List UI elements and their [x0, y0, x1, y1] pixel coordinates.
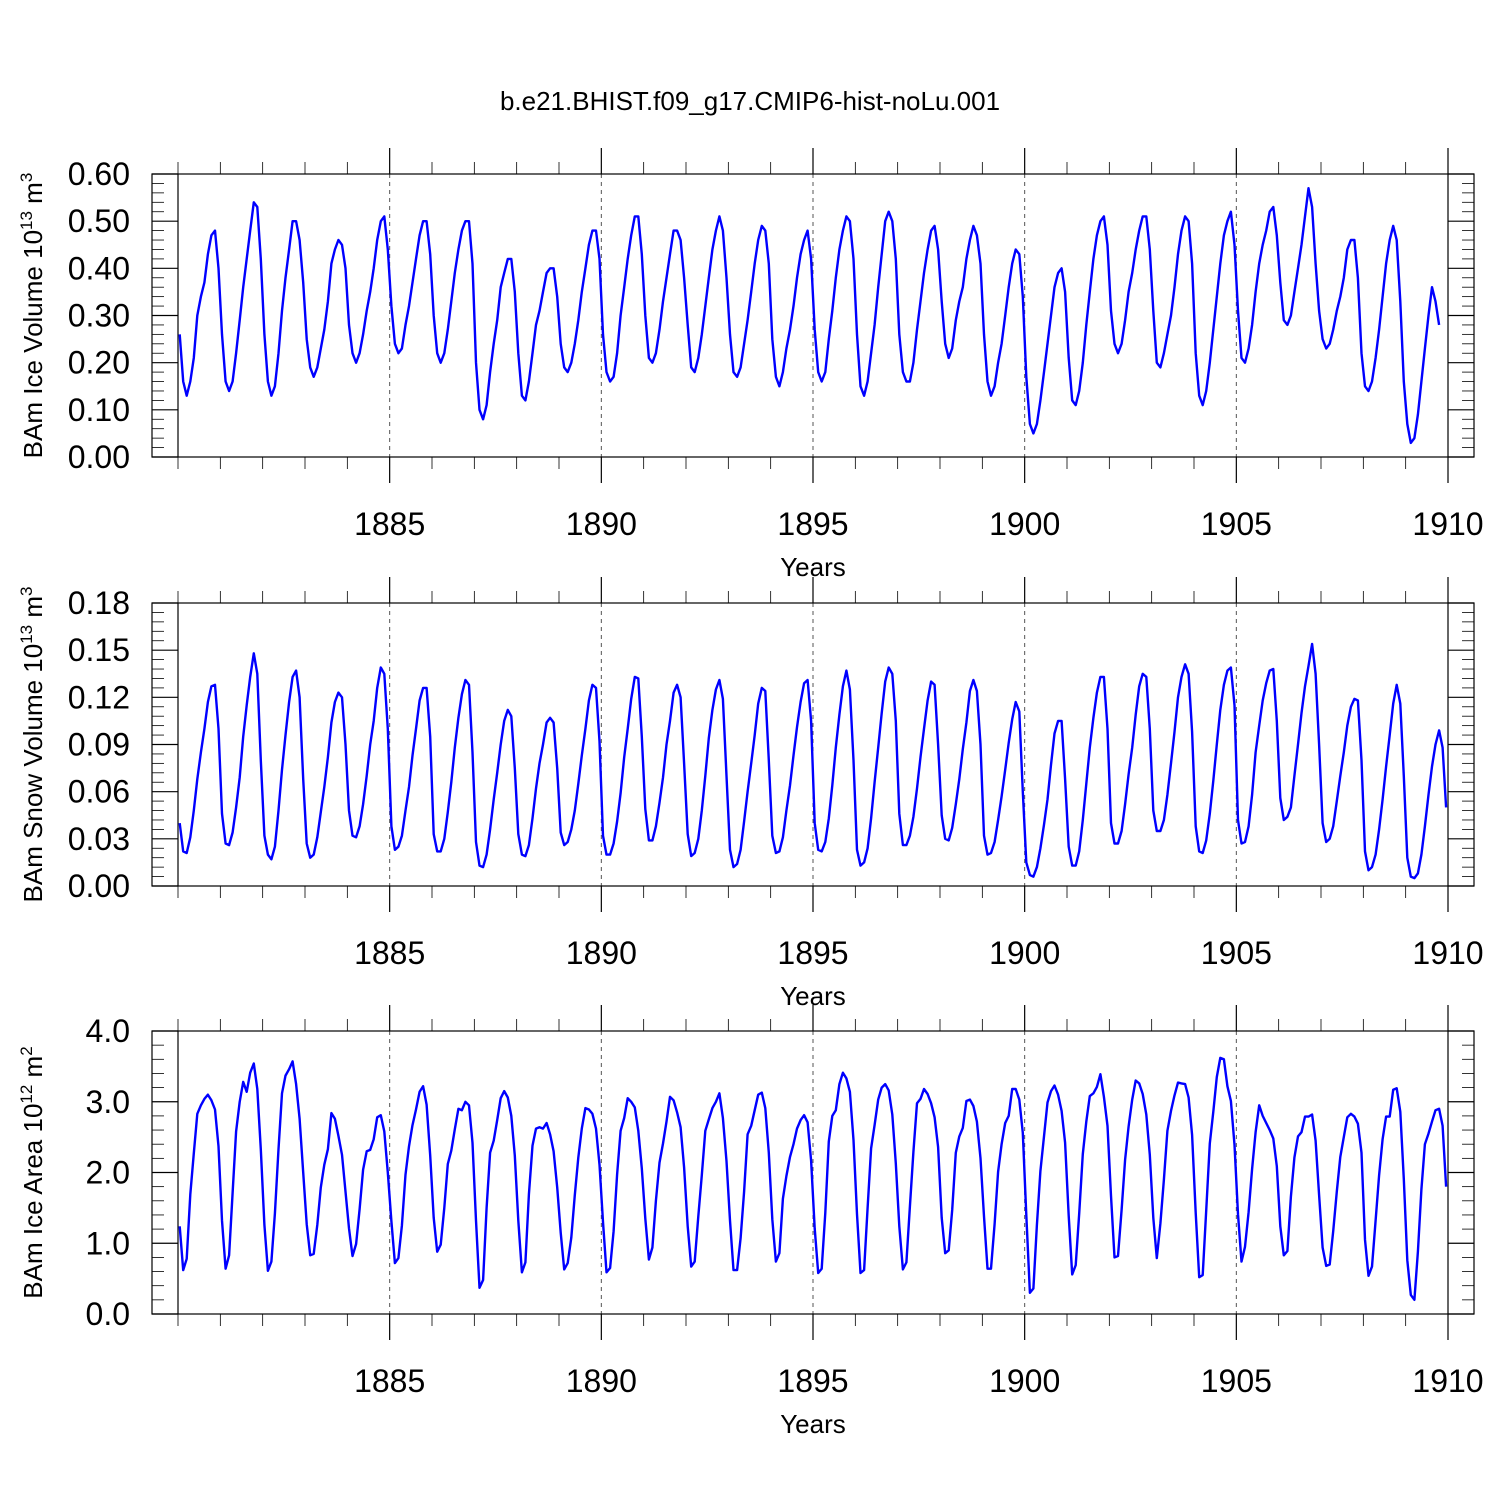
y-tick-label: 0.18 [68, 585, 130, 621]
panel-snow-volume: 0.00 0.03 0.06 0.09 0.12 0.15 0.18 1885 1890 1895… [17, 577, 1484, 1011]
panel-ice-area: 0.0 1.0 2.0 3.0 4.0 1885 1890 1895 1900 1905 1910 Y… [17, 1005, 1484, 1439]
x-tick-label: 1910 [1412, 1363, 1483, 1399]
y-axis-title: BAm Ice Volume 1013 m3 [17, 173, 48, 459]
x-tick-label: 1895 [777, 506, 848, 542]
x-tick-label: 1895 [777, 1363, 848, 1399]
x-tick-label: 1900 [989, 1363, 1060, 1399]
y-tick-label: 0.0 [86, 1296, 130, 1332]
x-tick-label: 1905 [1201, 1363, 1272, 1399]
x-axis-title: Years [780, 1409, 846, 1439]
y-tick-label: 0.06 [68, 774, 130, 810]
x-tick-label: 1885 [354, 506, 425, 542]
x-tick-label: 1890 [566, 506, 637, 542]
x-tick-label: 1890 [566, 1363, 637, 1399]
x-tick-label: 1885 [354, 935, 425, 971]
y-tick-label: 0.10 [68, 392, 130, 428]
y-axis-title: BAm Snow Volume 1013 m3 [17, 587, 48, 903]
y-tick-label: 0.09 [68, 727, 130, 763]
panel-ice-volume: 0.00 0.10 0.20 0.30 0.40 0.50 0.60 1885 1890 1895… [17, 148, 1484, 582]
figure-title: b.e21.BHIST.f09_g17.CMIP6-hist-noLu.001 [500, 86, 1000, 116]
x-tick-label: 1900 [989, 935, 1060, 971]
series-line-ice-area [178, 1056, 1448, 1302]
x-tick-label: 1910 [1412, 506, 1483, 542]
y-tick-label: 2.0 [86, 1155, 130, 1191]
y-axis-title: BAm Ice Area 1012 m2 [17, 1046, 48, 1298]
x-tick-label: 1890 [566, 935, 637, 971]
x-tick-label: 1905 [1201, 506, 1272, 542]
y-tick-label: 0.00 [68, 439, 130, 475]
y-tick-label: 0.30 [68, 298, 130, 334]
y-tick-label: 0.12 [68, 679, 130, 715]
y-tick-label: 0.20 [68, 345, 130, 381]
x-tick-label: 1905 [1201, 935, 1272, 971]
y-tick-label: 1.0 [86, 1225, 130, 1261]
y-tick-label: 0.00 [68, 868, 130, 904]
y-tick-label: 0.40 [68, 250, 130, 286]
y-tick-label: 0.15 [68, 632, 130, 668]
series-line-ice-volume [178, 186, 1441, 445]
y-tick-label: 3.0 [86, 1084, 130, 1120]
y-tick-label: 0.50 [68, 203, 130, 239]
y-tick-label: 0.60 [68, 156, 130, 192]
x-tick-label: 1895 [777, 935, 848, 971]
y-tick-label: 0.03 [68, 821, 130, 857]
x-tick-label: 1885 [354, 1363, 425, 1399]
x-tick-label: 1910 [1412, 935, 1483, 971]
x-tick-label: 1900 [989, 506, 1060, 542]
series-line-snow-volume [178, 642, 1448, 880]
y-tick-label: 4.0 [86, 1013, 130, 1049]
